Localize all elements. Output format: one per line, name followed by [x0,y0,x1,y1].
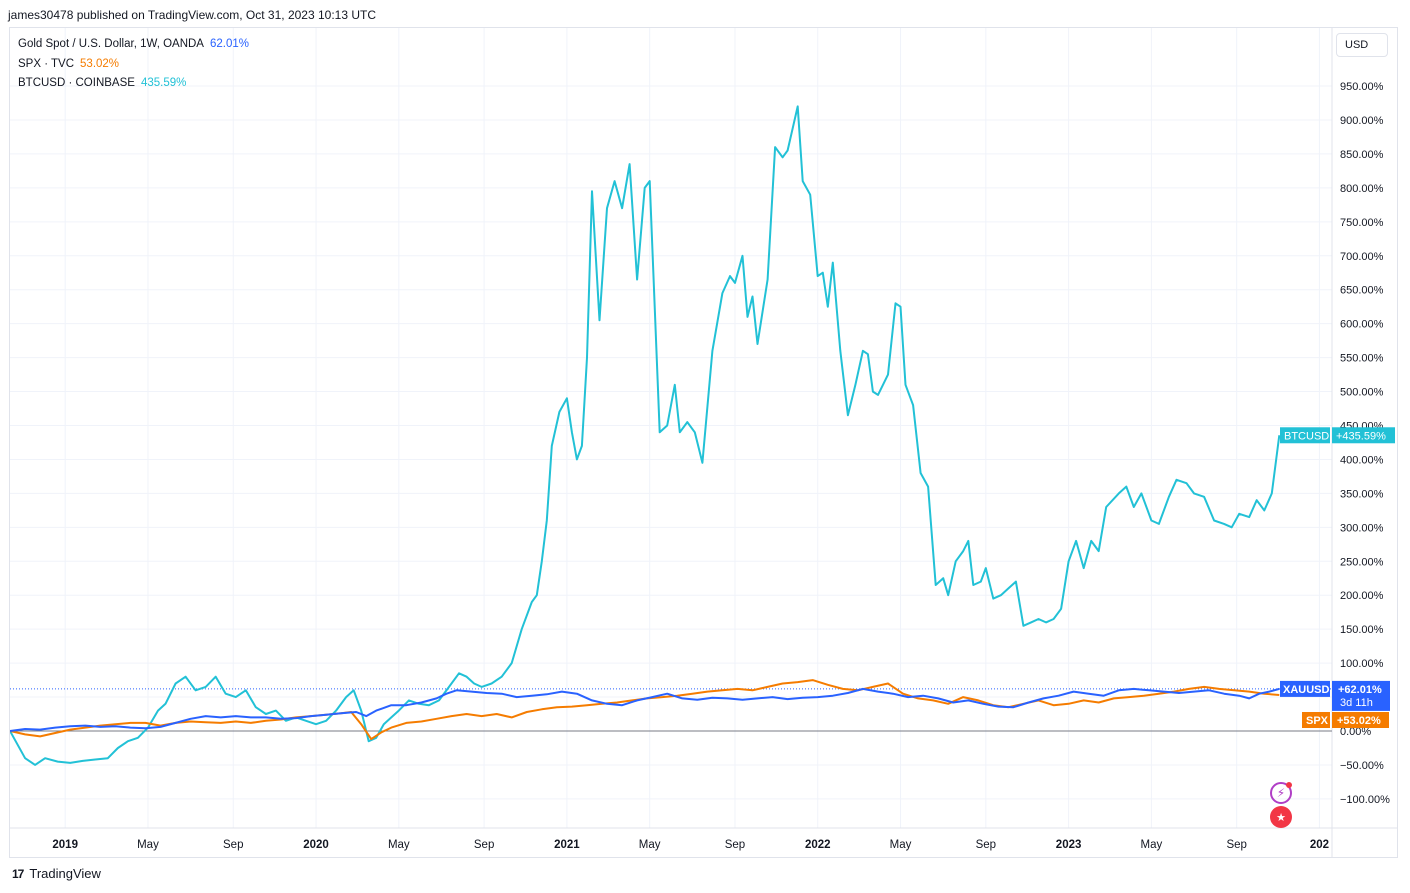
y-tick-label: 250.00% [1340,556,1384,568]
footer-brand-name: TradingView [29,866,101,881]
x-tick-label: Sep [976,839,996,851]
y-tick-label: 850.00% [1340,149,1384,161]
btc-badge-label: BTCUSD [1284,430,1329,442]
btc-badge-value: +435.59% [1336,430,1386,442]
legend-row-gold[interactable]: Gold Spot / U.S. Dollar, 1W, OANDA 62.01% [18,35,249,55]
y-tick-label: 400.00% [1340,454,1384,466]
flash-icon[interactable]: ⚡ [1270,782,1292,804]
legend-spx-name: SPX · TVC [18,57,75,70]
y-tick-label: 500.00% [1340,387,1384,399]
y-tick-label: 900.00% [1340,115,1384,127]
x-tick-label: May [1141,839,1163,851]
x-tick-label: May [890,839,912,851]
y-tick-label: 200.00% [1340,590,1384,602]
x-tick-label: May [388,839,410,851]
y-tick-label: 700.00% [1340,251,1384,263]
y-tick-label: −50.00% [1340,760,1384,772]
legend-spx-pct: 53.02% [80,57,120,70]
xau-badge-value: +62.01% [1338,684,1382,696]
tradingview-logo-icon: 17 [12,866,24,881]
x-tick-label: 202 [1310,839,1329,851]
y-tick-label: 950.00% [1340,81,1384,93]
xau-value-bg [1332,680,1390,711]
us-flag-icon[interactable]: ★ [1270,806,1292,828]
y-tick-label: 550.00% [1340,353,1384,365]
x-tick-label: Sep [474,839,494,851]
publisher-line: james30478 published on TradingView.com,… [8,8,377,22]
legend-row-btc[interactable]: BTCUSD · COINBASE 435.59% [18,74,249,94]
x-tick-label: Sep [1226,839,1246,851]
y-tick-label: −100.00% [1340,794,1390,806]
y-tick-label: 750.00% [1340,217,1384,229]
y-tick-label: 800.00% [1340,183,1384,195]
y-tick-label: 600.00% [1340,319,1384,331]
btc-value-bg [1332,427,1395,444]
x-tick-label: May [639,839,661,851]
x-tick-label: 2020 [303,839,329,851]
footer-brand[interactable]: 17 TradingView [12,866,101,881]
spx-label-bg [1302,712,1330,728]
x-tick-label: May [137,839,159,851]
y-tick-label: 150.00% [1340,624,1384,636]
y-tick-label: 100.00% [1340,658,1384,670]
y-tick-label: 0.00% [1340,726,1371,738]
xau-badge-label: XAUUSD [1283,684,1330,696]
chart-frame [9,27,1398,858]
x-tick-label: Sep [223,839,243,851]
x-tick-label: 2023 [1056,839,1082,851]
x-tick-label: 2019 [52,839,78,851]
series-line-spx [10,679,1280,741]
btc-label-bg [1280,427,1330,444]
chart-legend: Gold Spot / U.S. Dollar, 1W, OANDA 62.01%… [18,35,249,94]
spx-value-bg [1332,712,1389,728]
y-tick-label: 350.00% [1340,488,1384,500]
legend-gold-pct: 62.01% [209,38,249,50]
legend-row-spx[interactable]: SPX · TVC 53.02% [18,55,249,75]
y-tick-label: 300.00% [1340,522,1384,534]
xau-label-bg [1280,680,1330,697]
x-tick-label: 2021 [554,839,580,851]
xau-countdown: 3d 11h [1340,697,1373,709]
spx-badge-label: SPX [1306,715,1329,727]
legend-btc-name: BTCUSD · COINBASE [18,77,135,89]
notification-dot [1286,782,1292,788]
x-tick-label: Sep [725,839,745,851]
spx-badge-value: +53.02% [1337,715,1381,727]
legend-btc-pct: 435.59% [140,77,187,89]
y-tick-label: 650.00% [1340,285,1384,297]
currency-button[interactable]: USD [1336,33,1388,57]
legend-gold-name: Gold Spot / U.S. Dollar, 1W, OANDA [18,38,204,50]
series-line-btcusd [10,105,1281,766]
series-line-gold [10,687,1280,732]
x-tick-label: 2022 [805,839,831,851]
